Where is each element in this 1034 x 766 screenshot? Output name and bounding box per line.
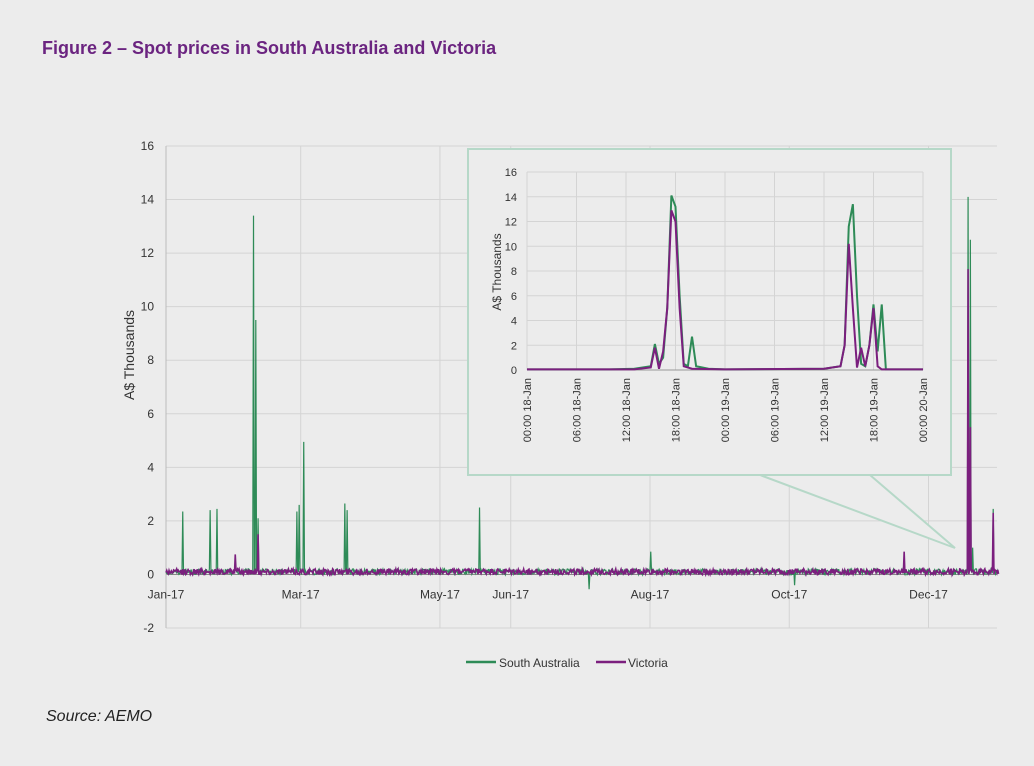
inset-y-tick-label: 10: [505, 241, 517, 253]
y-tick-label: 4: [147, 460, 154, 474]
inset-x-tick-label: 18:00 18-Jan: [671, 378, 683, 442]
legend-label-victoria: Victoria: [628, 656, 668, 670]
y-axis-label: A$ Thousands: [121, 310, 137, 400]
y-tick-label: 6: [147, 407, 154, 421]
x-tick-label: Jun-17: [492, 587, 529, 601]
inset-panel: [467, 148, 952, 476]
inset-y-axis-label: A$ Thousands: [490, 233, 504, 310]
inset-x-tick-label: 00:00 19-Jan: [720, 378, 732, 442]
series-line-victoria: [165, 269, 1000, 578]
inset-x-tick-label: 18:00 19-Jan: [869, 378, 881, 442]
inset-series-line-victoria: [527, 210, 923, 371]
inset-y-tick-label: 16: [505, 167, 517, 179]
inset-x-tick-label: 12:00 19-Jan: [819, 378, 831, 442]
y-tick-label: 10: [141, 300, 155, 314]
inset-y-tick-label: 6: [511, 291, 517, 303]
y-tick-label: 16: [141, 139, 155, 153]
inset-x-tick-label: 06:00 19-Jan: [770, 378, 782, 442]
inset-y-tick-label: 0: [511, 365, 517, 377]
figure-title: Figure 2 – Spot prices in South Australi…: [42, 38, 497, 58]
x-tick-label: May-17: [420, 587, 460, 601]
inset-x-tick-label: 12:00 18-Jan: [621, 378, 633, 442]
x-tick-label: Mar-17: [282, 587, 320, 601]
main-series-group: [165, 196, 1000, 590]
inset-y-tick-label: 14: [505, 192, 517, 204]
inset-x-tick-label: 06:00 18-Jan: [572, 378, 584, 442]
inset-y-tick-label: 12: [505, 217, 517, 229]
x-tick-label: Dec-17: [909, 587, 948, 601]
inset-y-tick-label: 8: [511, 266, 517, 278]
y-tick-label: -2: [143, 621, 154, 635]
y-tick-label: 8: [147, 353, 154, 367]
legend-label-south-australia: South Australia: [499, 656, 580, 670]
inset-y-tick-label: 4: [511, 316, 517, 328]
legend: South Australia Victoria: [466, 656, 668, 670]
y-tick-label: 2: [147, 514, 154, 528]
y-tick-label: 14: [141, 193, 155, 207]
inset-x-tick-label: 00:00 18-Jan: [522, 378, 534, 442]
y-tick-label: 12: [141, 246, 155, 260]
inset-x-tick-label: 00:00 20-Jan: [918, 378, 930, 442]
inset-y-tick-label: 2: [511, 340, 517, 352]
x-tick-label: Oct-17: [771, 587, 807, 601]
inset-series-group: [527, 195, 923, 371]
x-tick-label: Jan-17: [148, 587, 185, 601]
main-tick-labels: -2 0 2 4 6 8 10 12 14 16 Jan-17 Mar-17 May-17 Jun-17 A…: [141, 139, 949, 635]
source-note: Source: AEMO: [46, 708, 153, 725]
chart-area: -2 0 2 4 6 8 10 12 14 16 Jan-17 Mar-17 May-17 Jun-17 A…: [121, 139, 1000, 670]
y-tick-label: 0: [147, 567, 154, 581]
x-tick-label: Aug-17: [631, 587, 670, 601]
inset-tick-labels: 0 2 4 6 8 10 12 14 16 00:00 18-Jan 06:00 18-Jan 12:…: [505, 167, 930, 442]
